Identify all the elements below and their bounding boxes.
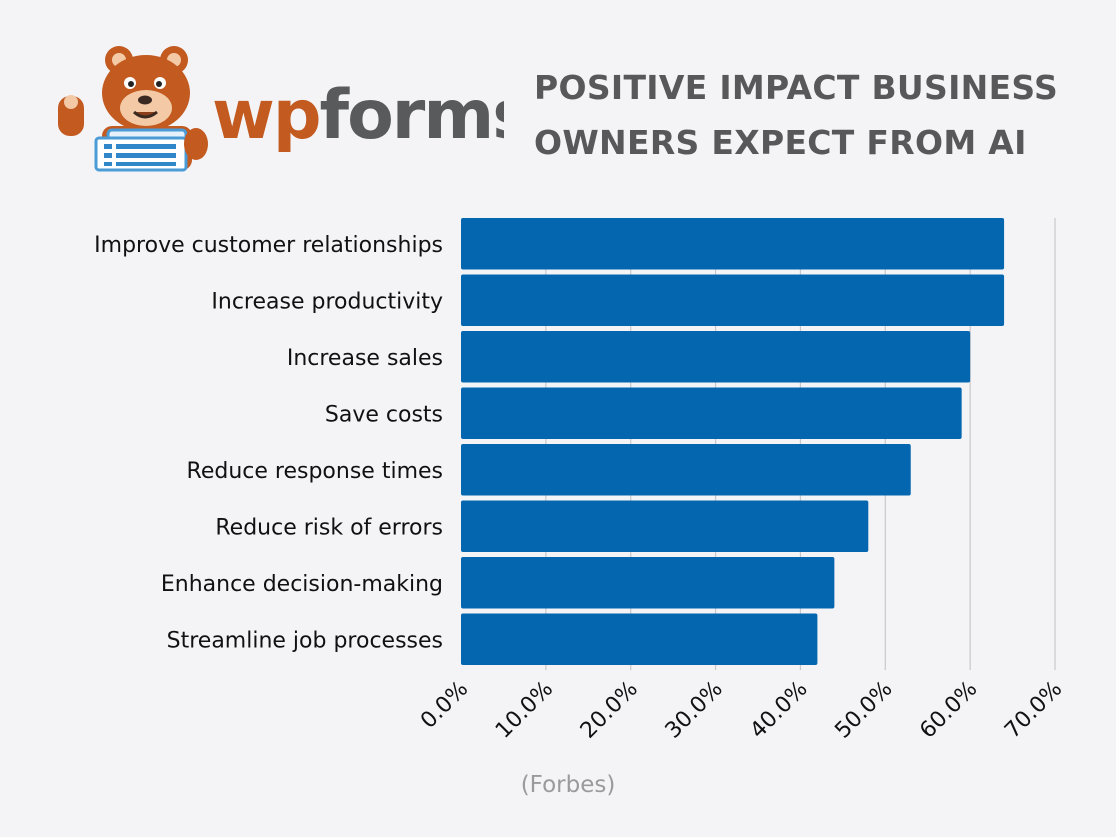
bar xyxy=(461,500,869,552)
x-tick-label: 30.0% xyxy=(661,677,728,744)
category-label: Save costs xyxy=(325,402,443,427)
bar xyxy=(461,274,1005,326)
wpforms-logo: wpforms xyxy=(58,46,504,172)
category-label: Enhance decision-making xyxy=(161,572,443,597)
svg-text:wpforms: wpforms xyxy=(212,76,504,155)
category-label: Increase sales xyxy=(287,346,443,371)
category-labels: Improve customer relationships Increase p… xyxy=(94,233,443,654)
x-tick-label: 10.0% xyxy=(491,677,558,744)
category-label: Streamline job processes xyxy=(167,628,443,653)
source-note: (Forbes) xyxy=(520,772,616,798)
bar xyxy=(461,613,818,665)
chart-title-line-2: OWNERS EXPECT FROM AI xyxy=(534,123,1027,162)
bars xyxy=(461,218,1005,665)
x-tick-labels: 0.0% 10.0% 20.0% 30.0% 40.0% 50.0% 60.0% 70.0% xyxy=(416,677,1067,744)
category-label: Reduce response times xyxy=(187,459,443,484)
bar xyxy=(461,331,971,383)
x-tick-label: 40.0% xyxy=(746,677,813,744)
bar xyxy=(461,444,911,496)
bar xyxy=(461,218,1005,270)
chart-title-line-1: POSITIVE IMPACT BUSINESS xyxy=(534,68,1059,107)
category-label: Reduce risk of errors xyxy=(215,515,443,540)
bar xyxy=(461,387,962,439)
wordmark-wp: wp xyxy=(212,76,320,155)
category-label: Increase productivity xyxy=(211,289,443,314)
bar xyxy=(461,557,835,609)
category-label: Improve customer relationships xyxy=(94,233,443,258)
x-tick-label: 60.0% xyxy=(915,677,982,744)
x-tick-label: 0.0% xyxy=(416,677,473,734)
x-tick-label: 70.0% xyxy=(1000,677,1067,744)
wordmark-forms: forms xyxy=(320,76,505,155)
chart-title: POSITIVE IMPACT BUSINESS OWNERS EXPECT F… xyxy=(534,60,1094,170)
x-tick-label: 50.0% xyxy=(830,677,897,744)
x-tick-label: 20.0% xyxy=(576,677,643,744)
bear-mascot-icon xyxy=(58,46,208,172)
